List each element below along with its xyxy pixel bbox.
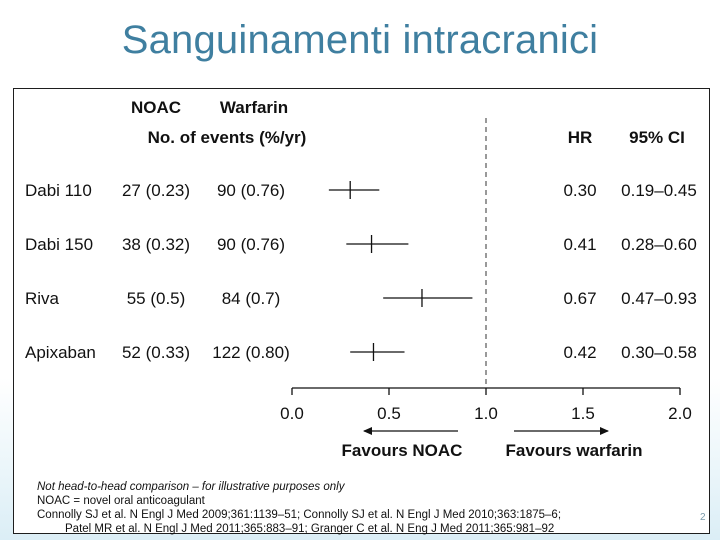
x-tick-label: 2.0 bbox=[668, 404, 692, 423]
chart-frame bbox=[13, 88, 710, 534]
forest-row: Dabi 110 27 (0.23) 90 (0.76) 0.30 0.19–0.45 bbox=[25, 181, 697, 200]
header-events: No. of events (%/yr) bbox=[148, 128, 307, 147]
row-hr: 0.67 bbox=[563, 289, 596, 308]
row-hr: 0.30 bbox=[563, 181, 596, 200]
row-ci: 0.30–0.58 bbox=[621, 343, 697, 362]
x-tick-label: 1.5 bbox=[571, 404, 595, 423]
row-label: Dabi 150 bbox=[25, 235, 93, 254]
row-hr: 0.42 bbox=[563, 343, 596, 362]
row-noac-events: 52 (0.33) bbox=[122, 343, 190, 362]
row-hr: 0.41 bbox=[563, 235, 596, 254]
row-ci: 0.19–0.45 bbox=[621, 181, 697, 200]
footnotes: Not head-to-head comparison – for illust… bbox=[37, 480, 697, 536]
row-ci: 0.28–0.60 bbox=[621, 235, 697, 254]
forest-row: Dabi 150 38 (0.32) 90 (0.76) 0.41 0.28–0.60 bbox=[25, 235, 697, 254]
row-label: Dabi 110 bbox=[25, 181, 92, 200]
x-tick-label: 0.0 bbox=[280, 404, 304, 423]
row-label: Riva bbox=[25, 289, 60, 308]
row-warfarin-events: 90 (0.76) bbox=[217, 181, 285, 200]
row-noac-events: 55 (0.5) bbox=[127, 289, 186, 308]
row-ci: 0.47–0.93 bbox=[621, 289, 697, 308]
row-warfarin-events: 122 (0.80) bbox=[212, 343, 290, 362]
row-label: Apixaban bbox=[25, 343, 96, 362]
row-warfarin-events: 90 (0.76) bbox=[217, 235, 285, 254]
header-noac: NOAC bbox=[131, 98, 181, 117]
x-tick-label: 1.0 bbox=[474, 404, 498, 423]
header-ci: 95% CI bbox=[629, 128, 685, 147]
forest-row: Riva 55 (0.5) 84 (0.7) 0.67 0.47–0.93 bbox=[25, 289, 697, 308]
header-warfarin: Warfarin bbox=[220, 98, 288, 117]
footnote-references-1: Connolly SJ et al. N Engl J Med 2009;361… bbox=[37, 509, 562, 521]
footnote-disclaimer: Not head-to-head comparison – for illust… bbox=[37, 481, 345, 493]
forest-row: Apixaban 52 (0.33) 122 (0.80) 0.42 0.30–0.58 bbox=[25, 343, 697, 362]
row-noac-events: 27 (0.23) bbox=[122, 181, 190, 200]
header-hr: HR bbox=[568, 128, 593, 147]
slide-number: 2 bbox=[700, 512, 706, 523]
row-noac-events: 38 (0.32) bbox=[122, 235, 190, 254]
x-tick-label: 0.5 bbox=[377, 404, 401, 423]
footnote-references-2: Patel MR et al. N Engl J Med 2011;365:88… bbox=[65, 523, 555, 535]
favours-warfarin-label: Favours warfarin bbox=[506, 441, 643, 460]
slide-title: Sanguinamenti intracranici bbox=[121, 18, 599, 62]
footnote-abbreviation: NOAC = novel oral anticoagulant bbox=[37, 495, 205, 507]
favours-noac-label: Favours NOAC bbox=[342, 441, 463, 460]
row-warfarin-events: 84 (0.7) bbox=[222, 289, 281, 308]
